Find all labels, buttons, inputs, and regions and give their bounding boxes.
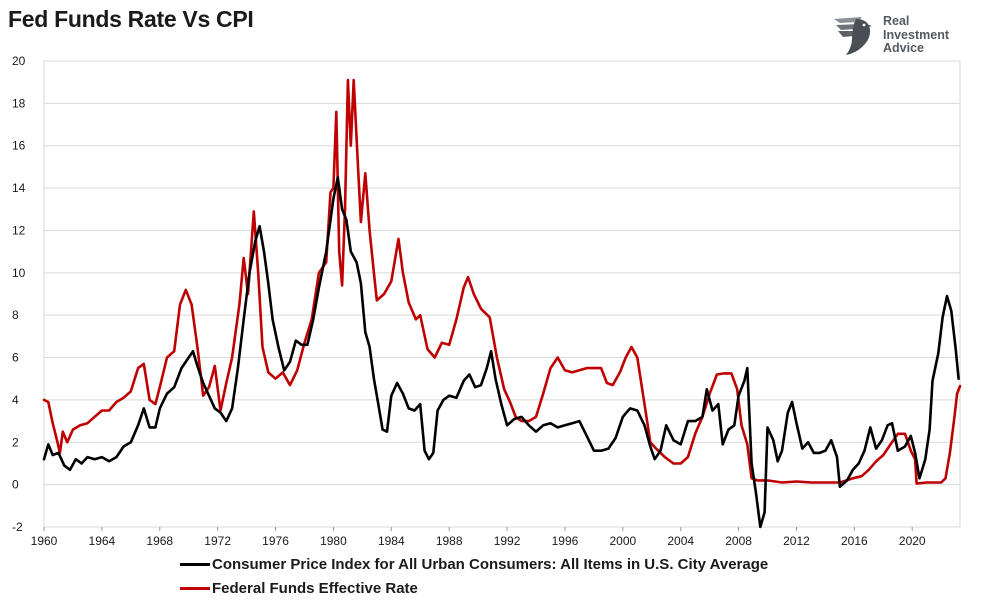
eagle-icon <box>834 17 872 55</box>
y-tick-label: -2 <box>12 520 23 534</box>
y-tick-label: 0 <box>12 478 19 492</box>
legend-item-fed-funds: Federal Funds Effective Rate <box>180 576 768 600</box>
legend-label-cpi: Consumer Price Index for All Urban Consu… <box>212 555 769 573</box>
chart-title: Fed Funds Rate Vs CPI <box>8 6 254 32</box>
series-line-fed-funds <box>42 78 962 485</box>
logo: Real Investment Advice <box>832 13 972 57</box>
y-tick-label: 8 <box>12 308 19 322</box>
y-tick-label: 14 <box>12 181 26 195</box>
series-line-cpi <box>42 176 960 529</box>
x-tick-label: 1976 <box>262 534 289 548</box>
y-tick-label: 18 <box>12 96 26 110</box>
y-tick-label: 20 <box>12 54 26 68</box>
legend-swatch-cpi <box>180 562 210 566</box>
axes: -2 0 2 4 6 8 10 12 14 16 18 20 1960 1964 1968 1972 1976 1… <box>12 54 926 548</box>
grid-lines <box>43 60 961 528</box>
logo-line-3: Advice <box>883 41 924 55</box>
logo-line-1: Real <box>883 14 910 28</box>
x-tick-label: 1980 <box>320 534 347 548</box>
x-tick-label: 2000 <box>609 534 636 548</box>
logo-line-2: Investment <box>883 27 949 42</box>
x-tick-label: 1992 <box>494 534 521 548</box>
y-tick-label: 16 <box>12 139 26 153</box>
legend-swatch-fed-funds <box>180 586 210 590</box>
x-tick-label: 2012 <box>783 534 810 548</box>
x-tick-label: 1984 <box>378 534 405 548</box>
x-tick-label: 2004 <box>667 534 694 548</box>
series-layer <box>42 78 962 529</box>
x-tick-label: 2008 <box>725 534 752 548</box>
x-tick-label: 2020 <box>899 534 926 548</box>
legend-item-cpi: Consumer Price Index for All Urban Consu… <box>180 552 768 576</box>
y-tick-label: 6 <box>12 351 19 365</box>
plot-border <box>43 60 961 528</box>
x-tick-label: 1964 <box>89 534 116 548</box>
x-tick-label: 1972 <box>204 534 231 548</box>
legend-label-fed-funds: Federal Funds Effective Rate <box>212 579 418 597</box>
logo-text: Real Investment Advice <box>883 14 949 56</box>
x-tick-label: 2016 <box>841 534 868 548</box>
x-tick-label: 1996 <box>552 534 579 548</box>
x-tick-label: 1988 <box>436 534 463 548</box>
legend: Consumer Price Index for All Urban Consu… <box>180 552 768 600</box>
y-tick-label: 4 <box>12 393 19 407</box>
x-tick-label: 1960 <box>31 534 58 548</box>
y-tick-label: 10 <box>12 266 26 280</box>
y-tick-label: 12 <box>12 223 26 237</box>
x-tick-label: 1968 <box>146 534 173 548</box>
y-tick-label: 2 <box>12 435 19 449</box>
